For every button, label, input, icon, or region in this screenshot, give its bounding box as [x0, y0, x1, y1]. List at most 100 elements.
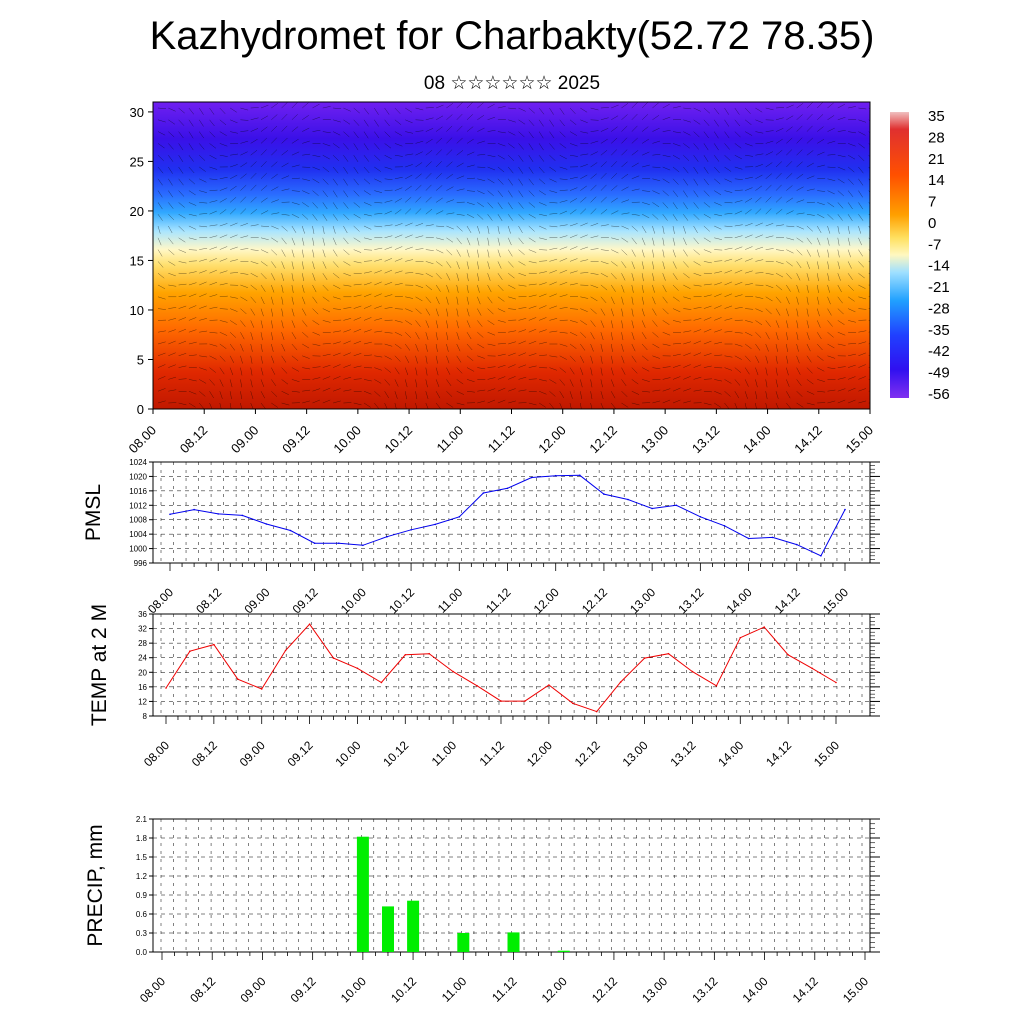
wind-barb [425, 391, 429, 399]
temp-point [189, 650, 191, 652]
wind-barb [539, 293, 547, 298]
wind-barb [672, 353, 681, 357]
wind-barb [343, 389, 352, 392]
wind-barb [384, 269, 393, 274]
wind-barb [250, 107, 259, 109]
wind-barb [559, 379, 566, 386]
wind-barb [322, 106, 331, 109]
temp-point [524, 700, 526, 702]
wind-barb [384, 107, 390, 115]
wind-barb [508, 296, 516, 300]
wind-barb [549, 213, 558, 215]
wind-barb [229, 343, 236, 351]
wind-barb [497, 143, 506, 147]
wind-barb [363, 178, 371, 185]
wind-barb [301, 237, 305, 246]
wind-barb [384, 379, 391, 386]
x-tick-label: 12.12 [579, 585, 610, 616]
wind-barb [714, 166, 720, 174]
wind-barb [435, 149, 442, 156]
wind-barb [786, 355, 789, 364]
colorbar-label: -56 [928, 386, 950, 403]
wind-barb [827, 237, 830, 246]
wind-barb [415, 367, 418, 376]
wind-barb [477, 202, 485, 208]
wind-barb [714, 213, 723, 217]
wind-barb [652, 308, 657, 316]
wind-barb [219, 107, 226, 114]
wind-barb [384, 200, 393, 203]
wind-barb [569, 131, 578, 136]
x-tick-label: 13.00 [627, 585, 658, 616]
temp-point [667, 652, 670, 655]
wind-barb [600, 184, 607, 191]
wind-barb [631, 367, 638, 374]
wind-barb [610, 296, 615, 305]
temp-point [595, 710, 598, 713]
wind-barb [734, 224, 743, 227]
wind-barb [260, 137, 268, 144]
wind-barb [240, 140, 249, 144]
y-tick-label: 8 [143, 712, 148, 721]
wind-barb [847, 190, 854, 198]
wind-barb [724, 367, 733, 371]
wind-barb [405, 185, 412, 191]
wind-barb [394, 320, 403, 323]
wind-barb [631, 273, 635, 281]
wind-barb [580, 208, 587, 215]
x-tick-label: 14.00 [715, 738, 746, 769]
wind-barb [693, 261, 701, 266]
wind-barb [312, 190, 319, 196]
wind-barb [332, 131, 341, 136]
wind-barb [384, 367, 392, 373]
wind-barb [157, 341, 166, 345]
wind-barb [652, 389, 661, 392]
wind-barb [693, 178, 699, 186]
wind-barb [652, 127, 660, 132]
wind-barb [621, 284, 625, 293]
wind-barb [209, 154, 217, 160]
wind-barb [291, 225, 297, 233]
wind-barb [291, 261, 294, 270]
wind-barb [600, 161, 607, 168]
wind-barb [796, 186, 804, 191]
wind-barb [590, 308, 597, 315]
wind-barb [250, 355, 253, 364]
wind-barb [858, 202, 864, 210]
wind-barb [168, 364, 176, 368]
wind-barb [374, 318, 383, 321]
wind-barb [219, 258, 228, 262]
wind-barb [549, 293, 557, 298]
wind-barb [178, 178, 184, 186]
wind-barb [343, 131, 350, 138]
colorbar-label: 14 [928, 172, 945, 189]
wind-barb [394, 176, 403, 180]
wind-barb [837, 103, 846, 109]
wind-barb [631, 150, 639, 156]
wind-barb [518, 261, 526, 266]
wind-barb [796, 199, 805, 203]
wind-barb [312, 377, 321, 380]
wind-barb [188, 225, 197, 230]
wind-barb [157, 190, 163, 198]
wind-barb [374, 305, 382, 309]
wind-barb [631, 225, 638, 232]
wind-barb [858, 400, 867, 404]
wind-barb [363, 202, 372, 206]
wind-barb [724, 355, 733, 358]
wind-barb [456, 137, 463, 144]
wind-barb [302, 343, 310, 349]
wind-barb [559, 166, 568, 170]
wind-barb [600, 379, 603, 388]
wind-barb [714, 178, 721, 185]
wind-barb [497, 296, 505, 302]
heatmap-field [153, 102, 870, 409]
wind-barb [487, 308, 494, 315]
wind-barb [734, 281, 743, 286]
wind-barb [714, 271, 723, 274]
wind-barb [188, 190, 196, 196]
wind-barb [775, 320, 780, 328]
wind-barb [281, 261, 285, 269]
colorbar-label: 7 [928, 194, 936, 211]
